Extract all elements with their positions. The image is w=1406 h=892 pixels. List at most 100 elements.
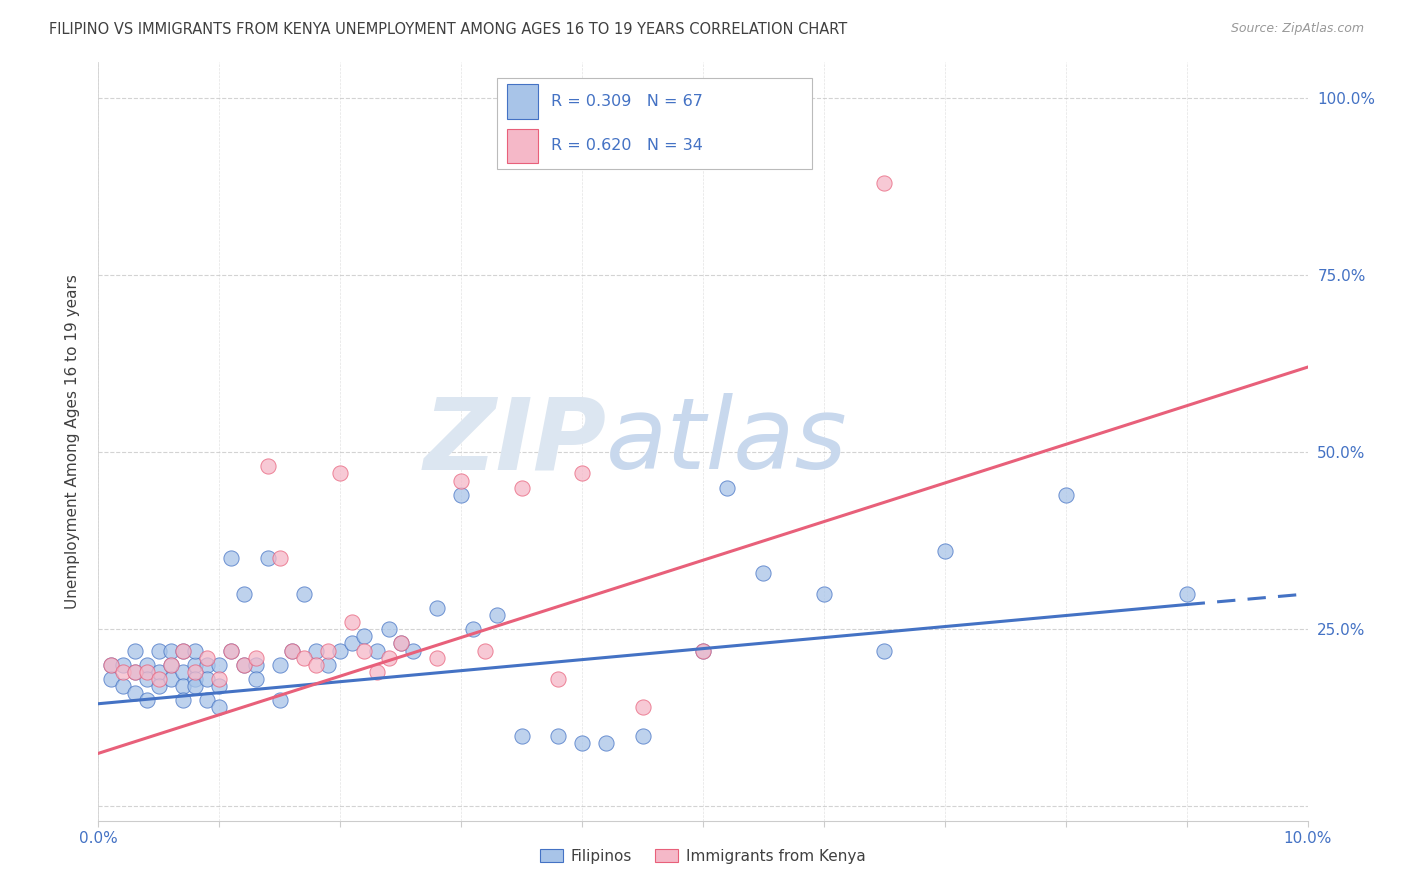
- Point: [281, 643, 304, 657]
- Point: [486, 608, 509, 623]
- Point: [1175, 587, 1198, 601]
- Point: [1054, 488, 1077, 502]
- Point: [148, 643, 170, 657]
- Point: [292, 650, 315, 665]
- Point: [111, 679, 134, 693]
- Point: [402, 643, 425, 657]
- Point: [389, 636, 412, 650]
- Point: [195, 650, 218, 665]
- Point: [245, 657, 267, 672]
- Point: [135, 672, 157, 686]
- Point: [100, 657, 122, 672]
- Point: [135, 657, 157, 672]
- Point: [353, 643, 375, 657]
- Point: [571, 467, 593, 481]
- Point: [221, 643, 243, 657]
- Y-axis label: Unemployment Among Ages 16 to 19 years: Unemployment Among Ages 16 to 19 years: [65, 274, 80, 609]
- Text: FILIPINO VS IMMIGRANTS FROM KENYA UNEMPLOYMENT AMONG AGES 16 TO 19 YEARS CORRELA: FILIPINO VS IMMIGRANTS FROM KENYA UNEMPL…: [49, 22, 848, 37]
- Point: [172, 643, 194, 657]
- Point: [450, 488, 472, 502]
- Point: [716, 481, 738, 495]
- Point: [148, 672, 170, 686]
- Point: [934, 544, 956, 558]
- Point: [547, 672, 569, 686]
- Point: [124, 686, 146, 700]
- Point: [292, 587, 315, 601]
- Point: [305, 643, 328, 657]
- Point: [426, 601, 449, 615]
- Point: [269, 657, 291, 672]
- Point: [873, 643, 896, 657]
- Point: [184, 665, 207, 679]
- Point: [813, 587, 835, 601]
- Point: [245, 650, 267, 665]
- Point: [208, 679, 231, 693]
- Point: [100, 657, 122, 672]
- Point: [692, 643, 714, 657]
- Point: [329, 467, 352, 481]
- Point: [366, 643, 388, 657]
- Point: [135, 693, 157, 707]
- Point: [195, 693, 218, 707]
- Point: [148, 665, 170, 679]
- Point: [329, 643, 352, 657]
- Point: [752, 566, 775, 580]
- Point: [160, 657, 183, 672]
- Point: [160, 643, 183, 657]
- Point: [184, 643, 207, 657]
- Point: [172, 679, 194, 693]
- Point: [221, 643, 243, 657]
- Point: [232, 657, 254, 672]
- Point: [221, 551, 243, 566]
- Point: [389, 636, 412, 650]
- Point: [631, 729, 654, 743]
- Point: [195, 672, 218, 686]
- Text: atlas: atlas: [606, 393, 848, 490]
- Point: [184, 657, 207, 672]
- Point: [208, 700, 231, 714]
- Point: [245, 672, 267, 686]
- Point: [631, 700, 654, 714]
- Point: [124, 643, 146, 657]
- Point: [353, 629, 375, 643]
- Text: ZIP: ZIP: [423, 393, 606, 490]
- Text: Source: ZipAtlas.com: Source: ZipAtlas.com: [1230, 22, 1364, 36]
- Point: [426, 650, 449, 665]
- Point: [124, 665, 146, 679]
- Point: [474, 643, 496, 657]
- Point: [124, 665, 146, 679]
- Point: [172, 693, 194, 707]
- Point: [269, 551, 291, 566]
- Point: [111, 657, 134, 672]
- Point: [269, 693, 291, 707]
- Point: [692, 643, 714, 657]
- Point: [160, 657, 183, 672]
- Point: [450, 474, 472, 488]
- Point: [571, 736, 593, 750]
- Point: [100, 672, 122, 686]
- Point: [305, 657, 328, 672]
- Point: [873, 176, 896, 190]
- Point: [148, 679, 170, 693]
- Point: [316, 643, 339, 657]
- Point: [342, 615, 364, 630]
- Point: [195, 657, 218, 672]
- Point: [463, 623, 485, 637]
- Point: [377, 623, 399, 637]
- Point: [316, 657, 339, 672]
- Point: [510, 729, 533, 743]
- Legend: Filipinos, Immigrants from Kenya: Filipinos, Immigrants from Kenya: [534, 843, 872, 870]
- Point: [111, 665, 134, 679]
- Point: [232, 657, 254, 672]
- Point: [281, 643, 304, 657]
- Point: [172, 643, 194, 657]
- Point: [595, 736, 617, 750]
- Point: [547, 729, 569, 743]
- Point: [184, 672, 207, 686]
- Point: [342, 636, 364, 650]
- Point: [208, 672, 231, 686]
- Point: [208, 657, 231, 672]
- Point: [366, 665, 388, 679]
- Point: [256, 459, 278, 474]
- Point: [135, 665, 157, 679]
